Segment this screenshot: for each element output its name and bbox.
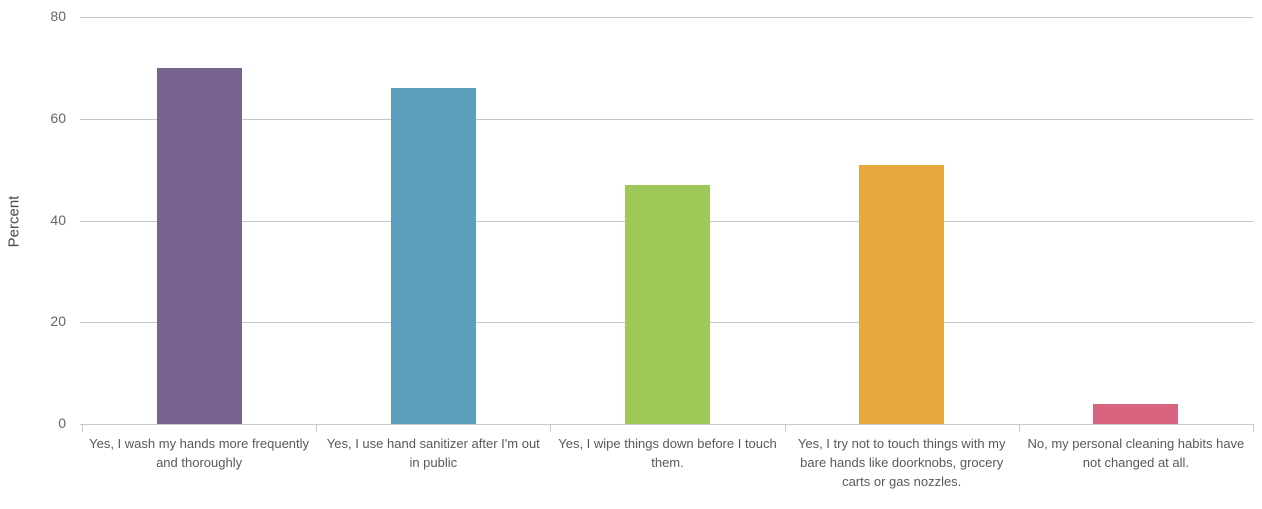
x-axis-tick bbox=[1253, 424, 1254, 432]
x-axis-category-label-1: Yes, I wash my hands more frequently and… bbox=[89, 436, 310, 470]
x-axis-category-label-2: Yes, I use hand sanitizer after I'm out … bbox=[326, 436, 540, 470]
bar-category-5 bbox=[1093, 403, 1179, 424]
y-tick-label-40: 40 bbox=[50, 211, 66, 228]
y-axis-title: Percent bbox=[5, 195, 23, 248]
x-axis-category-label-3: Yes, I wipe things down before I touch t… bbox=[558, 436, 777, 470]
x-axis-tick bbox=[82, 424, 83, 432]
x-axis-line bbox=[80, 424, 1253, 425]
gridline-60 bbox=[80, 118, 1253, 120]
bar-category-3 bbox=[625, 184, 710, 424]
y-tick-label-0: 0 bbox=[58, 415, 66, 431]
bar-category-1 bbox=[156, 67, 242, 424]
x-axis-tick bbox=[550, 424, 552, 432]
x-axis-tick bbox=[316, 424, 318, 432]
y-tick-label-20: 20 bbox=[50, 313, 66, 330]
gridline-80 bbox=[80, 17, 1253, 18]
y-tick-label-80: 80 bbox=[50, 8, 66, 24]
x-axis-tick bbox=[784, 424, 786, 432]
y-tick-label-60: 60 bbox=[50, 109, 66, 126]
x-axis-category-label-5: No, my personal cleaning habits have not… bbox=[1027, 436, 1245, 470]
bar-category-4 bbox=[859, 164, 945, 424]
bar-category-2 bbox=[390, 88, 476, 424]
x-axis-category-label-4: Yes, I try not to touch things with my b… bbox=[797, 436, 1006, 489]
x-axis-tick bbox=[1018, 424, 1020, 432]
